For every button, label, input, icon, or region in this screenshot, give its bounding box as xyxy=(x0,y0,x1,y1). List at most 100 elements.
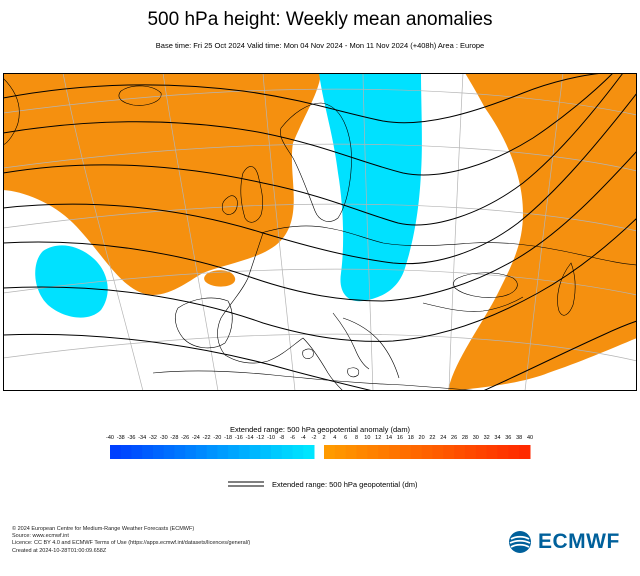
negative-anomaly-atlantic xyxy=(35,245,108,318)
colorbar-positive-swatch xyxy=(378,445,390,459)
footer-copyright: © 2024 European Centre for Medium-Range … xyxy=(12,526,195,532)
colorbar-positive-swatch xyxy=(356,445,368,459)
colorbar-tick-label: 20 xyxy=(418,435,425,441)
colorbar-positive-swatch xyxy=(345,445,358,459)
colorbar-tick-label: -6 xyxy=(290,435,295,441)
contour-legend-label: Extended range: 500 hPa geopotential (dm… xyxy=(272,480,418,489)
colorbar-tick-label: -36 xyxy=(127,435,136,441)
colorbar-tick-label: -34 xyxy=(138,435,147,441)
colorbar-positive-swatch xyxy=(497,445,509,459)
colorbar-tick-label: -4 xyxy=(300,435,306,441)
colorbar-negative-swatch xyxy=(163,445,175,459)
colorbar-positive-swatch xyxy=(508,445,520,459)
colorbar-tick-label: 18 xyxy=(407,435,414,441)
colorbar-negative-swatch xyxy=(260,445,272,459)
colorbar-tick-label: -8 xyxy=(279,435,285,441)
colorbar-tick-label: -28 xyxy=(170,435,179,441)
colorbar-negative-swatch xyxy=(206,445,218,459)
colorbar-tick-label: 6 xyxy=(344,435,348,441)
legend-title: Extended range: 500 hPa geopotential ano… xyxy=(229,425,411,434)
colorbar-positive-swatch xyxy=(399,445,412,459)
colorbar-negative-swatch xyxy=(238,445,251,459)
colorbar-tick-label: 4 xyxy=(333,435,337,441)
contour-legend-line xyxy=(228,481,264,487)
colorbar-tick-label: -40 xyxy=(106,435,114,441)
colorbar-negative-swatch xyxy=(217,445,229,459)
chart-subtitle: Base time: Fri 25 Oct 2024 Valid time: M… xyxy=(155,41,485,50)
colorbar-tick-label: 16 xyxy=(396,435,403,441)
colorbar-tick-label: 32 xyxy=(483,435,490,441)
colorbar-negative-swatch xyxy=(249,445,261,459)
colorbar-tick-label: -30 xyxy=(159,435,168,441)
colorbar-tick-label: 34 xyxy=(494,435,501,441)
footer-licence: Licence: CC BY 4.0 and ECMWF Terms of Us… xyxy=(12,540,251,547)
anomaly-map xyxy=(3,73,637,391)
colorbar-tick-label: -2 xyxy=(311,435,317,441)
geopotential-contours xyxy=(3,73,637,391)
coastlines xyxy=(3,77,637,391)
colorbar-tick-label: 28 xyxy=(461,435,468,441)
colorbar-negative-swatch xyxy=(174,445,186,459)
colorbar-tick-label: -20 xyxy=(213,435,222,441)
colorbar-negative-swatch xyxy=(292,445,304,459)
colorbar-positive-swatch xyxy=(464,445,477,459)
colorbar-positive-swatch xyxy=(334,445,347,459)
colorbar-tick-label: 26 xyxy=(451,435,458,441)
colorbar-negative-swatch xyxy=(303,445,315,459)
footer-credits: © 2024 European Centre for Medium-Range … xyxy=(12,526,250,555)
colorbar-negative-swatch xyxy=(228,445,240,459)
contour-legend: Extended range: 500 hPa geopotential (dm… xyxy=(228,478,528,492)
footer-source: Source: www.ecmwf.int xyxy=(12,533,69,540)
legend-tick-labels: -40 -38 -36 -34 -32 -30 -28 -26 -24 -22 -20 -18 -16-… xyxy=(0,435,640,445)
positive-anomaly-east xyxy=(448,73,637,391)
colorbar-negative-swatch xyxy=(110,445,122,459)
graticule xyxy=(3,73,637,391)
colorbar-negative-swatch xyxy=(131,445,143,459)
colorbar-tick-label: 36 xyxy=(505,435,512,441)
colorbar-tick-label: 2 xyxy=(322,435,326,441)
colorbar-positive-swatch xyxy=(519,445,531,459)
ecmwf-logo: ECMWF xyxy=(508,530,633,554)
colorbar-negative-swatch xyxy=(185,445,197,459)
map-frame xyxy=(3,73,637,391)
colorbar-positive-swatch xyxy=(421,445,433,459)
colorbar-negative-swatch xyxy=(142,445,154,459)
colorbar-positive-swatch xyxy=(475,445,488,459)
colorbar-positive-swatch xyxy=(432,445,444,459)
colorbar-negative-swatch xyxy=(152,445,165,459)
colorbar-tick-label: 22 xyxy=(429,435,436,441)
colorbar-tick-label: 30 xyxy=(472,435,479,441)
negative-anomaly-scandinavia xyxy=(319,73,422,302)
colorbar-positive-swatch xyxy=(410,445,423,459)
colorbar-tick-label: -16 xyxy=(234,435,243,441)
positive-anomaly-west xyxy=(3,73,321,295)
colorbar-negative-swatch xyxy=(195,445,208,459)
legend-colorbar xyxy=(110,445,531,459)
colorbar-tick-label: 24 xyxy=(440,435,447,441)
positive-anomaly-small xyxy=(204,270,236,287)
colorbar-negative-swatch xyxy=(271,445,283,459)
colorbar-tick-label: 12 xyxy=(375,435,382,441)
colorbar-tick-label: 8 xyxy=(354,435,359,441)
ecmwf-logo-text: ECMWF xyxy=(538,530,620,553)
colorbar-tick-label: 10 xyxy=(364,435,371,441)
colorbar-tick-label: -38 xyxy=(116,435,125,441)
colorbar-tick-label: -24 xyxy=(191,435,200,441)
colorbar-negative-swatch xyxy=(120,445,132,459)
colorbar-tick-label: 14 xyxy=(385,435,393,441)
colorbar-positive-swatch xyxy=(443,445,455,459)
colorbar-positive-swatch xyxy=(486,445,498,459)
colorbar-tick-label: -12 xyxy=(256,435,265,441)
colorbar-negative-swatch xyxy=(281,445,294,459)
colorbar-tick-label: 38 xyxy=(516,435,523,441)
colorbar-tick-label: -18 xyxy=(224,435,233,441)
colorbar-positive-swatch xyxy=(454,445,466,459)
colorbar-tick-label: -14 xyxy=(245,435,254,441)
chart-title: 500 hPa height: Weekly mean anomalies xyxy=(147,9,493,30)
footer-created: Created at 2024-10-28T01:00:09.658Z xyxy=(12,547,107,554)
colorbar-tick-label: -22 xyxy=(202,435,211,441)
ecmwf-logo-mark xyxy=(509,531,531,553)
colorbar-tick-label: -26 xyxy=(181,435,190,441)
colorbar-tick-label: 40 xyxy=(526,435,534,441)
colorbar-positive-swatch xyxy=(324,445,336,459)
